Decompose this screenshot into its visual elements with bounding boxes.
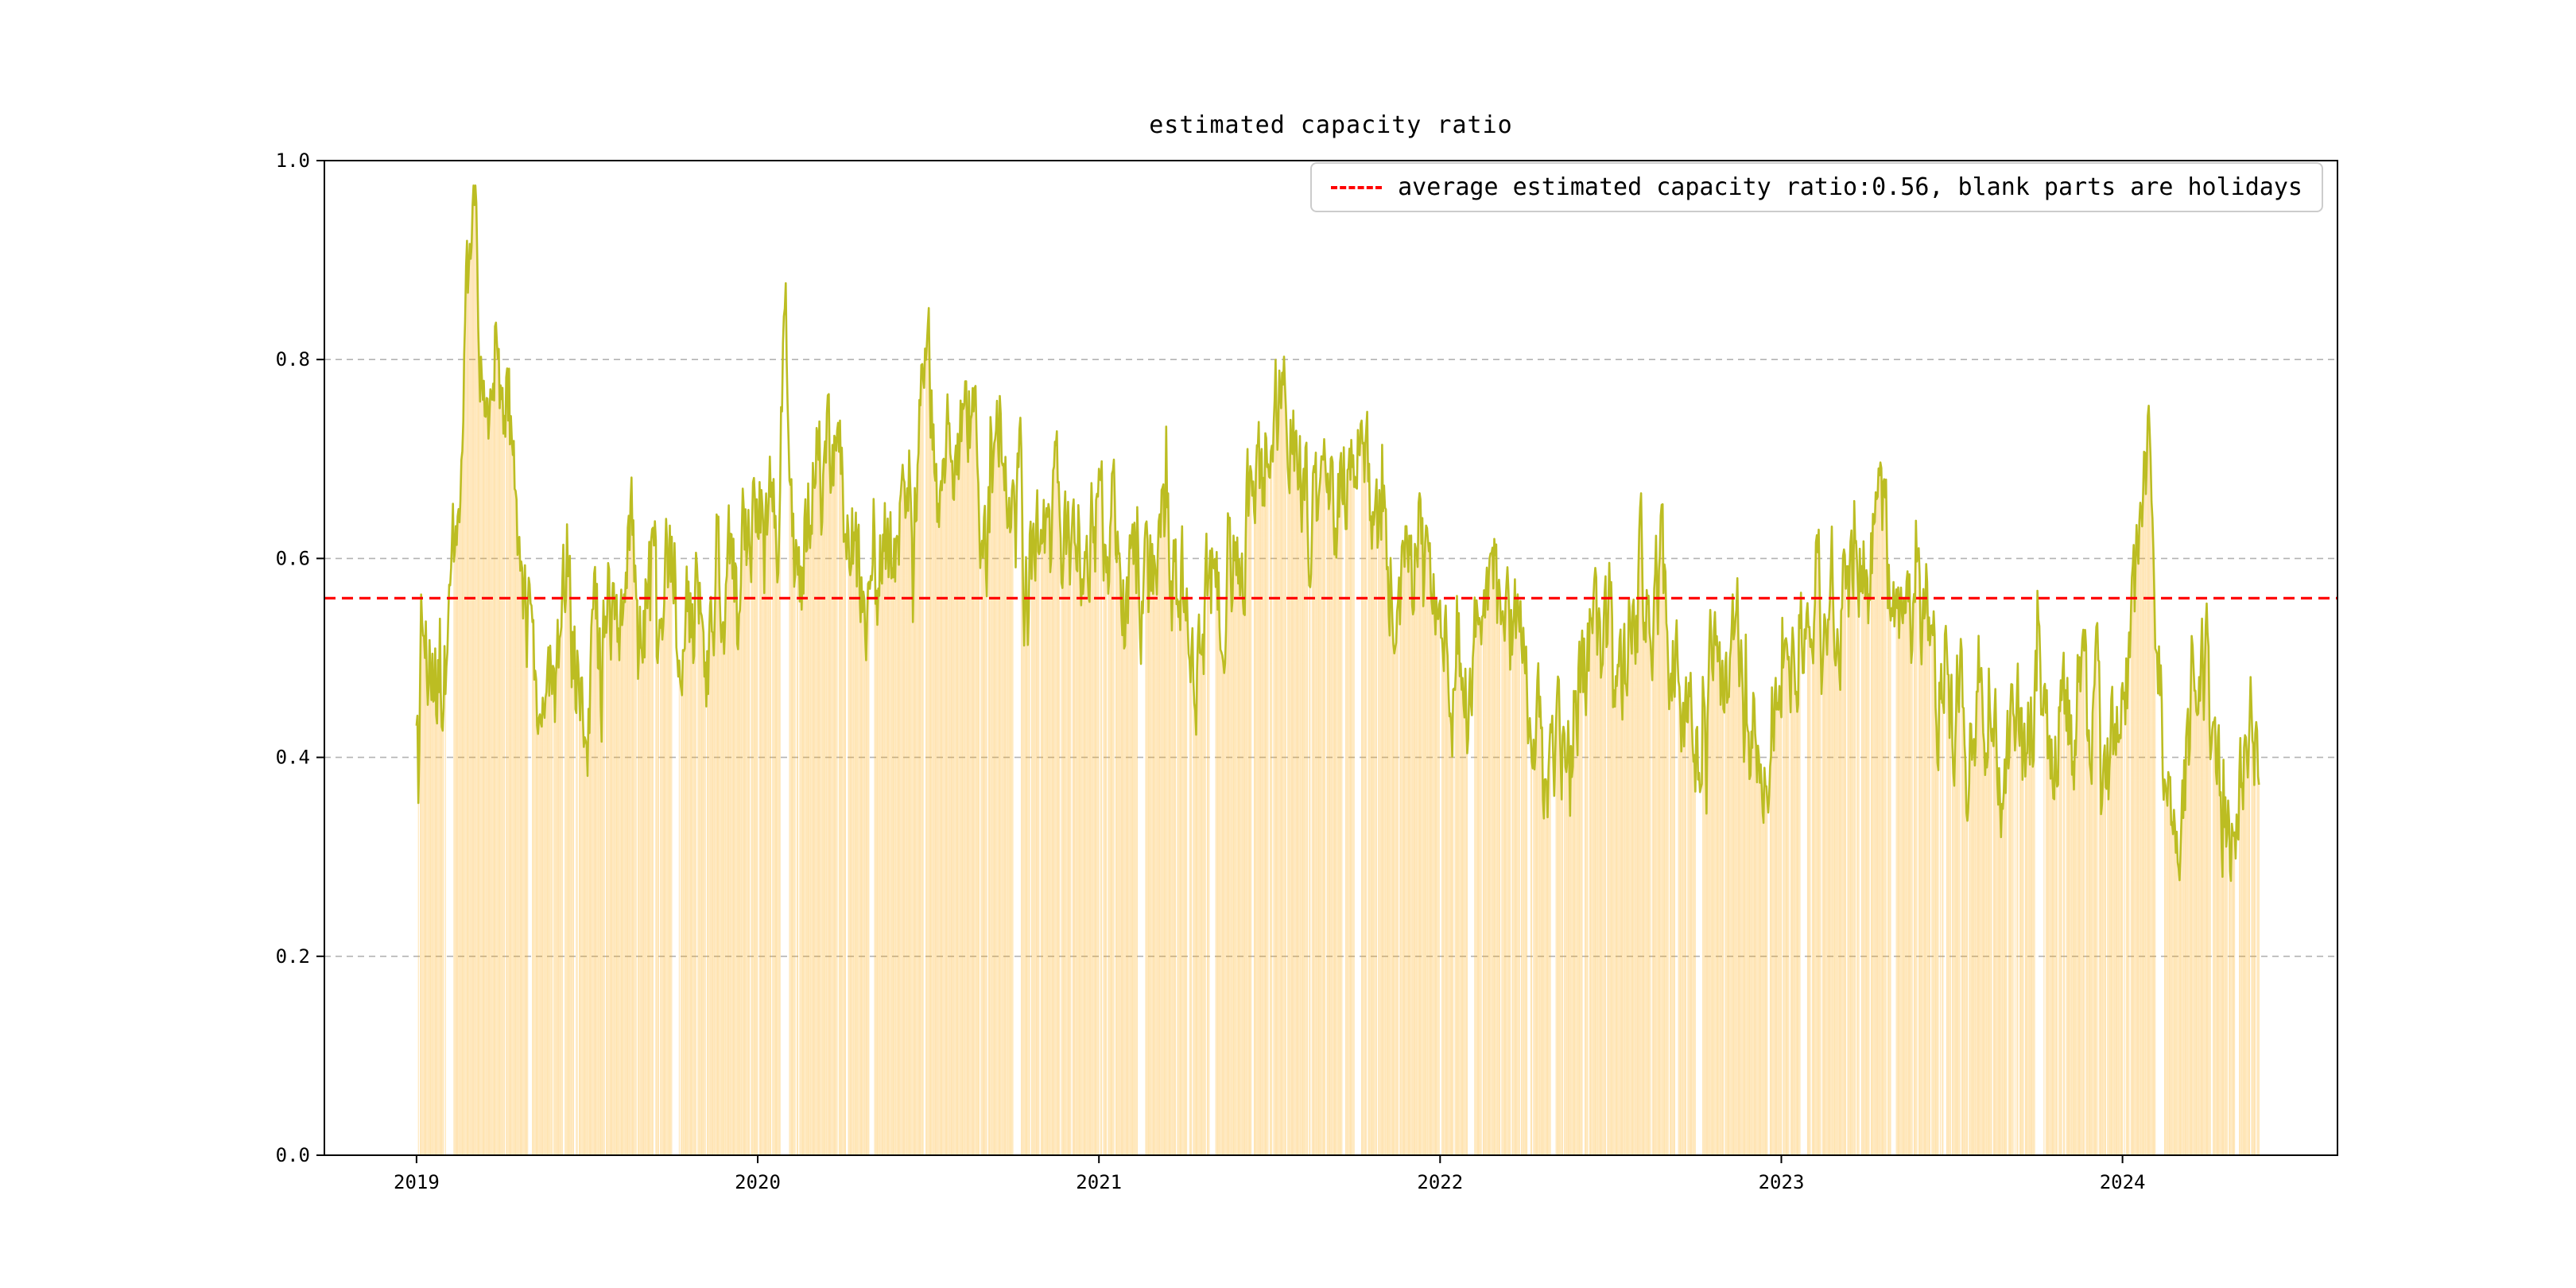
legend-label: average estimated capacity ratio:0.56, b… xyxy=(1398,173,2302,201)
y-tick-label: 0.2 xyxy=(276,945,310,968)
y-tick-label: 1.0 xyxy=(276,149,310,172)
legend: average estimated capacity ratio:0.56, b… xyxy=(1310,162,2323,212)
y-tick-label: 0.8 xyxy=(276,348,310,370)
x-tick-label: 2024 xyxy=(2100,1171,2146,1193)
y-tick-label: 0.0 xyxy=(276,1144,310,1166)
chart-title: estimated capacity ratio xyxy=(1149,111,1513,139)
x-tick-label: 2021 xyxy=(1076,1171,1122,1193)
capacity-ratio-line xyxy=(415,184,2260,883)
x-tick-label: 2022 xyxy=(1417,1171,1463,1193)
x-tick-label: 2023 xyxy=(1759,1171,1805,1193)
axes-border xyxy=(324,160,2338,1156)
y-tick-label: 0.6 xyxy=(276,547,310,569)
x-tick-label: 2020 xyxy=(735,1171,781,1193)
average-line-legend-sample-icon xyxy=(1331,185,1383,189)
daily-capacity-bars xyxy=(417,185,2260,1155)
x-tick-label: 2019 xyxy=(394,1171,440,1193)
y-tick-label: 0.4 xyxy=(276,747,310,769)
